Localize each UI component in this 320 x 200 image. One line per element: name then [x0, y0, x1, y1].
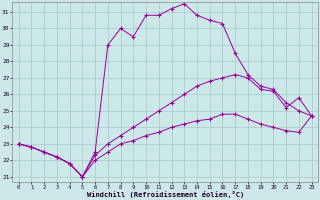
X-axis label: Windchill (Refroidissement éolien,°C): Windchill (Refroidissement éolien,°C) — [86, 191, 244, 198]
